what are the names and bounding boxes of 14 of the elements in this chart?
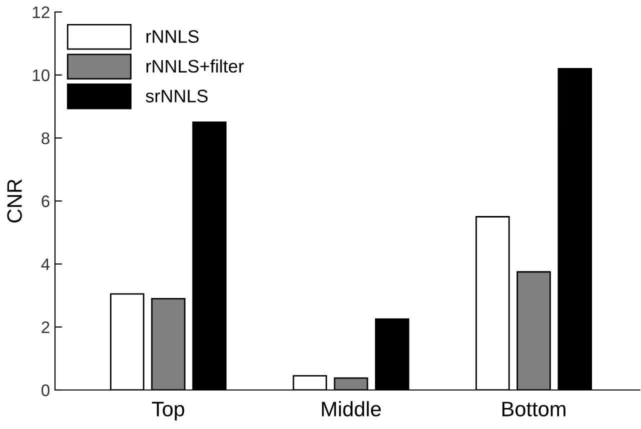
y-tick-label: 10 [32, 69, 50, 82]
y-tick-label: 2 [42, 321, 50, 334]
y-tick-label: 8 [42, 132, 50, 144]
x-tick-label: Top [152, 402, 184, 421]
y-tick-label: 6 [42, 195, 50, 208]
y-tick-label: 0 [42, 384, 50, 396]
x-tick-label: Middle [322, 401, 381, 416]
legend-label: rNNLS+filter [146, 59, 244, 73]
legend-label: srNNLS [146, 90, 208, 102]
legend-label: rNNLS [146, 30, 199, 43]
y-tick-label: 12 [32, 6, 50, 18]
y-axis-title: CNR [7, 179, 22, 223]
x-tick-label: Bottom [502, 402, 566, 416]
y-tick-label: 4 [41, 258, 50, 270]
